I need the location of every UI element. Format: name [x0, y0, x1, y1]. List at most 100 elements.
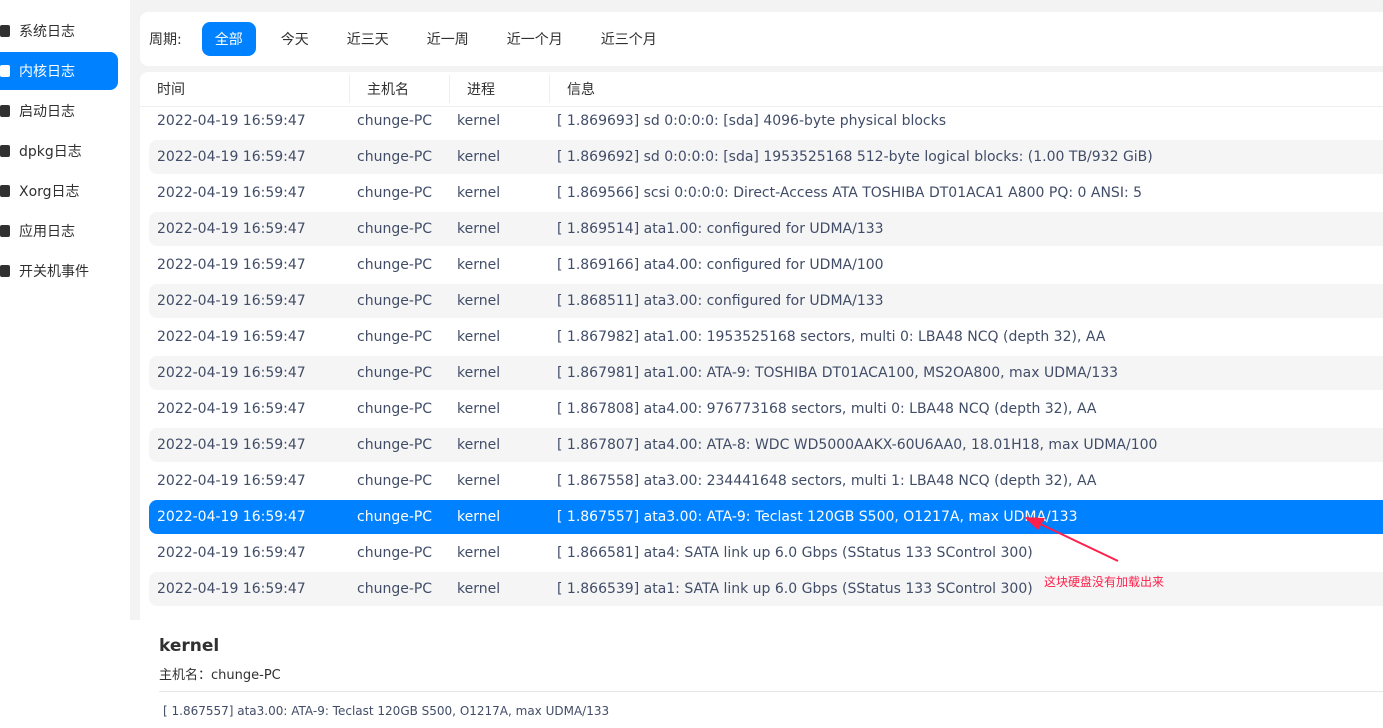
log-table: 时间 主机名 进程 信息 2022-04-19 16:59:47 chunge-P… [140, 72, 1383, 620]
sidebar-item[interactable]: 开关机事件 [0, 252, 118, 290]
cell-process: kernel [457, 401, 501, 417]
cell-process: kernel [457, 473, 501, 489]
cell-message: [ 1.867808] ata4.00: 976773168 sectors, … [557, 401, 1097, 417]
header-time[interactable]: 时间 [140, 75, 350, 103]
period-option[interactable]: 全部 [201, 22, 256, 56]
cell-host: chunge-PC [357, 437, 433, 453]
cell-message: [ 1.866581] ata4: SATA link up 6.0 Gbps … [557, 545, 1033, 561]
table-row[interactable]: 2022-04-19 16:59:47 chunge-PC kernel [ 1.86… [149, 536, 1383, 570]
sidebar-item[interactable]: dpkg日志 [0, 132, 118, 170]
cell-process: kernel [457, 509, 501, 525]
table-header: 时间 主机名 进程 信息 [140, 72, 1383, 107]
table-row[interactable]: 2022-04-19 16:59:47 chunge-PC kernel [ 1.86… [149, 140, 1383, 174]
cell-host: chunge-PC [357, 329, 433, 345]
cell-time: 2022-04-19 16:59:47 [157, 581, 306, 597]
main-panel: 周期: 全部 今天 近三天 近一周 近一个月 近三个月 时间 主机名 进程 信息 2022… [130, 0, 1383, 728]
package-icon [0, 145, 10, 157]
cell-time: 2022-04-19 16:59:47 [157, 257, 306, 273]
cell-process: kernel [457, 293, 501, 309]
cell-host: chunge-PC [357, 581, 433, 597]
cell-host: chunge-PC [357, 509, 433, 525]
cell-message: [ 1.869693] sd 0:0:0:0: [sda] 4096-byte … [557, 113, 947, 129]
cell-message: [ 1.869514] ata1.00: configured for UDMA… [557, 221, 884, 237]
cell-process: kernel [457, 185, 501, 201]
sidebar: 系统日志内核日志启动日志 dpkg日志 Xorg日志 应用日志开关机事件 [0, 0, 130, 728]
cell-host: chunge-PC [357, 185, 433, 201]
period-option[interactable]: 近三天 [346, 32, 389, 48]
sidebar-item[interactable]: Xorg日志 [0, 172, 118, 210]
table-row[interactable]: 2022-04-19 16:59:47 chunge-PC kernel [ 1.86… [149, 212, 1383, 246]
cell-time: 2022-04-19 16:59:47 [157, 401, 306, 417]
cell-message: [ 1.869166] ata4.00: configured for UDMA… [557, 257, 884, 273]
sidebar-item-label: dpkg日志 [19, 144, 82, 160]
header-process[interactable]: 进程 [450, 75, 550, 103]
table-row[interactable]: 2022-04-19 16:59:47 chunge-PC kernel [ 1.86… [149, 284, 1383, 318]
cell-process: kernel [457, 437, 501, 453]
cell-host: chunge-PC [357, 221, 433, 237]
app-icon [0, 225, 10, 237]
cell-process: kernel [457, 221, 501, 237]
cell-time: 2022-04-19 16:59:47 [157, 113, 306, 129]
cell-host: chunge-PC [357, 545, 433, 561]
sidebar-item[interactable]: 系统日志 [0, 12, 118, 50]
kernel-icon [0, 65, 10, 77]
cell-process: kernel [457, 113, 501, 129]
sidebar-item-label: 开关机事件 [19, 264, 89, 280]
cell-time: 2022-04-19 16:59:47 [157, 365, 306, 381]
cell-message: [ 1.868511] ata3.00: configured for UDMA… [557, 293, 884, 309]
document-icon [0, 25, 10, 37]
table-row[interactable]: 2022-04-19 16:59:47 chunge-PC kernel [ 1.86… [149, 320, 1383, 354]
cell-host: chunge-PC [357, 293, 433, 309]
boot-icon [0, 105, 10, 117]
table-row[interactable]: 2022-04-19 16:59:47 chunge-PC kernel [ 1.86… [149, 464, 1383, 498]
period-option[interactable]: 近三个月 [600, 32, 657, 48]
table-row[interactable]: 2022-04-19 16:59:47 chunge-PC kernel [ 1.86… [149, 248, 1383, 282]
power-icon [0, 265, 10, 277]
cell-process: kernel [457, 257, 501, 273]
cell-process: kernel [457, 365, 501, 381]
cell-host: chunge-PC [357, 365, 433, 381]
cell-time: 2022-04-19 16:59:47 [157, 329, 306, 345]
sidebar-item[interactable]: 内核日志 [0, 52, 118, 90]
table-row[interactable]: 2022-04-19 16:59:47 chunge-PC kernel [ 1.86… [149, 392, 1383, 426]
cell-time: 2022-04-19 16:59:47 [157, 509, 306, 525]
cell-host: chunge-PC [357, 113, 433, 129]
sidebar-item-label: 应用日志 [19, 224, 75, 240]
cell-host: chunge-PC [357, 401, 433, 417]
table-row[interactable]: 2022-04-19 16:59:47 chunge-PC kernel [ 1.86… [149, 356, 1383, 390]
header-message[interactable]: 信息 [567, 82, 595, 98]
cell-host: chunge-PC [357, 473, 433, 489]
cell-process: kernel [457, 329, 501, 345]
detail-host-label: 主机名： [159, 668, 212, 683]
cell-time: 2022-04-19 16:59:47 [157, 437, 306, 453]
period-option[interactable]: 近一个月 [506, 32, 563, 48]
sidebar-item-label: Xorg日志 [19, 184, 80, 200]
cell-message: [ 1.867557] ata3.00: ATA-9: Teclast 120G… [557, 509, 1078, 525]
detail-panel: kernel 主机名：chunge-PC [ 1.867557] ata3.00… [130, 620, 1383, 728]
period-filter: 周期: 全部 今天 近三天 近一周 近一个月 近三个月 [140, 12, 1383, 66]
sidebar-item[interactable]: 启动日志 [0, 92, 118, 130]
table-row[interactable]: 2022-04-19 16:59:47 chunge-PC kernel [ 1.86… [149, 176, 1383, 210]
cell-message: [ 1.869566] scsi 0:0:0:0: Direct-Access … [557, 185, 1143, 201]
table-row[interactable]: 2022-04-19 16:59:47 chunge-PC kernel [ 1.86… [149, 428, 1383, 462]
sidebar-item-label: 内核日志 [19, 64, 75, 80]
cell-time: 2022-04-19 16:59:47 [157, 293, 306, 309]
detail-title: kernel [159, 636, 220, 656]
divider [159, 691, 1383, 692]
cell-process: kernel [457, 545, 501, 561]
cell-time: 2022-04-19 16:59:47 [157, 545, 306, 561]
header-host[interactable]: 主机名 [350, 75, 450, 103]
period-option[interactable]: 今天 [280, 32, 309, 48]
cell-message: [ 1.867807] ata4.00: ATA-8: WDC WD5000AA… [557, 437, 1158, 453]
table-row[interactable]: 2022-04-19 16:59:47 chunge-PC kernel [ 1.86… [149, 104, 1383, 138]
cell-time: 2022-04-19 16:59:47 [157, 149, 306, 165]
detail-host-value: chunge-PC [211, 668, 281, 683]
cell-message: [ 1.867981] ata1.00: ATA-9: TOSHIBA DT01… [557, 365, 1119, 381]
table-row[interactable]: 2022-04-19 16:59:47 chunge-PC kernel [ 1.86… [149, 572, 1383, 606]
sidebar-item[interactable]: 应用日志 [0, 212, 118, 250]
cell-process: kernel [457, 149, 501, 165]
period-option[interactable]: 近一周 [426, 32, 469, 48]
cell-time: 2022-04-19 16:59:47 [157, 185, 306, 201]
table-row[interactable]: 2022-04-19 16:59:47 chunge-PC kernel [ 1.86… [149, 500, 1383, 534]
cell-time: 2022-04-19 16:59:47 [157, 221, 306, 237]
